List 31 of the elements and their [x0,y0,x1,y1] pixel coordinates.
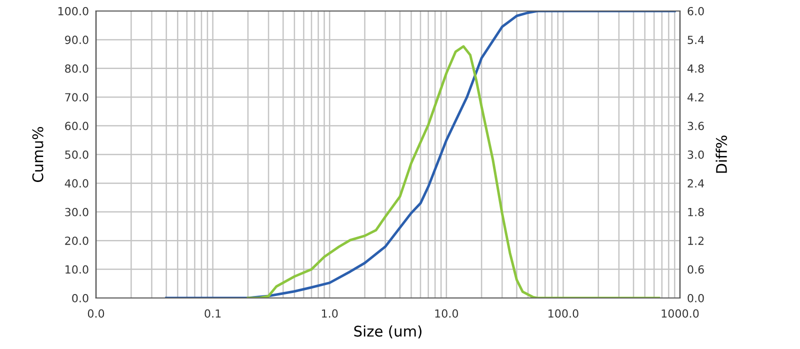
y2-tick-label: 1.2 [688,236,704,245]
y2-tick-label: 4.2 [687,93,704,102]
x-tick-label: 1.0 [322,309,338,318]
y-tick-label: 0.0 [72,294,88,302]
y-tick-label: 30.0 [65,208,88,216]
y2-tick-label: 3.6 [688,122,704,130]
y2-tick-label: 5.4 [688,36,704,44]
y-tick-label: 100.0 [58,6,88,16]
y-tick-label: 10.0 [66,265,88,274]
y2-axis-title: Diff% [716,136,728,173]
y-tick-label: 80.0 [65,64,88,73]
y2-tick-label: 6.0 [688,6,704,16]
y2-tick-label: 2.4 [688,179,704,188]
y2-tick-label: 0.0 [688,294,704,302]
x-tick-label: 0.1 [204,309,221,318]
y-tick-label: 50.0 [65,150,88,159]
x-tick-label: 0.0 [88,309,104,318]
y-tick-label: 70.0 [65,93,88,102]
y2-tick-label: 3.0 [688,150,704,159]
y2-tick-label: 0.6 [688,265,704,274]
x-tick-label: 1000.0 [662,309,699,318]
y2-tick-label: 4.8 [687,64,704,73]
y-tick-label: 60.0 [65,122,88,130]
x-tick-label: 10.0 [435,309,458,318]
y2-tick-label: 1.8 [688,208,704,216]
x-axis-title: Size (um) [354,325,422,338]
y-axis-title: Cumu% [32,126,44,182]
x-tick-label: 100.0 [548,309,578,318]
y-tick-label: 40.0 [64,179,88,188]
y-tick-label: 20.0 [65,236,88,245]
y-tick-label: 90.0 [65,36,88,44]
